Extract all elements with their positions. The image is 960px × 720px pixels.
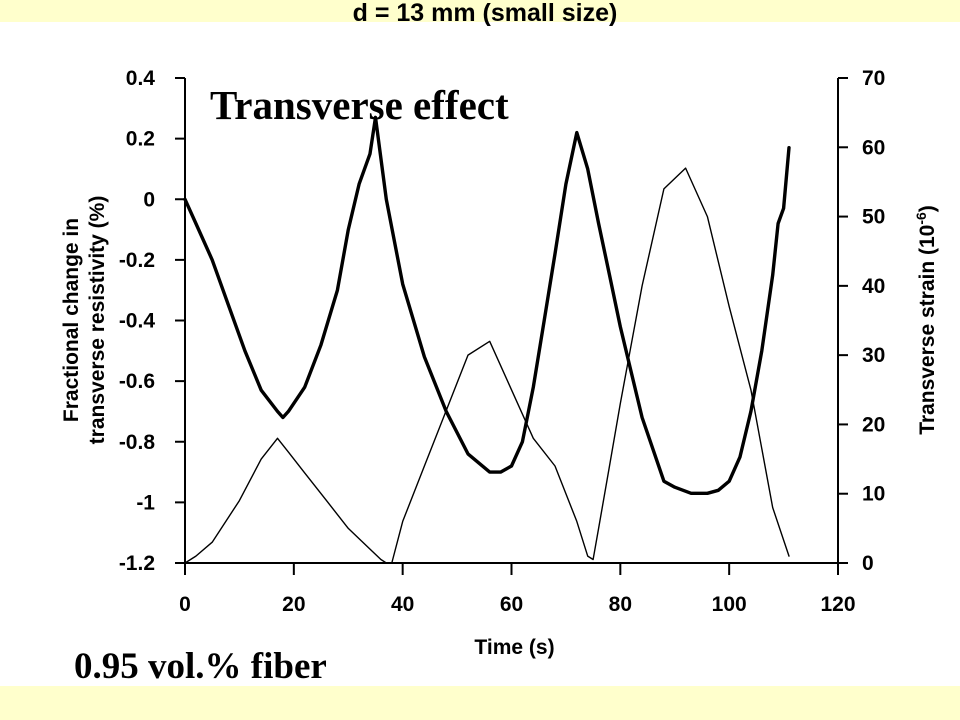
left-tick-label: 0.4 — [126, 67, 156, 90]
plot-panel — [0, 22, 960, 686]
left-axis-title-line2: transverse resistivity (%) — [86, 196, 109, 445]
x-tick-label: 120 — [820, 593, 855, 616]
right-tick-label: 50 — [862, 206, 885, 229]
left-tick-label: -0.2 — [119, 249, 155, 272]
x-tick-label: 80 — [609, 593, 632, 616]
right-tick-label: 70 — [862, 67, 885, 90]
right-tick-label: 10 — [862, 483, 885, 506]
fiber-content-note: 0.95 vol.% fiber — [74, 646, 327, 687]
left-tick-label: 0 — [143, 188, 155, 211]
right-tick-label: 0 — [862, 552, 874, 575]
x-tick-label: 20 — [282, 593, 305, 616]
right-tick-label: 40 — [862, 275, 885, 298]
left-tick-label: 0.2 — [126, 128, 155, 151]
x-tick-label: 0 — [179, 593, 191, 616]
x-tick-label: 60 — [500, 593, 523, 616]
left-tick-label: -0.8 — [119, 431, 156, 454]
right-axis-title: Transverse strain (10-6) — [913, 205, 939, 435]
left-tick-label: -1 — [136, 491, 155, 514]
strain-series-line — [184, 167, 790, 564]
right-tick-label: 20 — [862, 413, 885, 436]
left-axis-title: Fractional change in transverse resistivi… — [60, 196, 109, 445]
footer-band — [0, 686, 960, 720]
slide-heading: d = 13 mm (small size) — [352, 0, 618, 27]
x-tick-label: 40 — [391, 593, 414, 616]
right-tick-label: 30 — [862, 344, 885, 367]
x-axis-title: Time (s) — [474, 636, 554, 659]
heading-band — [0, 0, 960, 22]
left-tick-label: -1.2 — [119, 552, 155, 575]
x-tick-label: 100 — [712, 593, 747, 616]
left-tick-label: -0.4 — [119, 310, 156, 333]
right-axis-title-text: Transverse strain (10-6) — [913, 205, 939, 435]
right-tick-label: 60 — [862, 136, 885, 159]
resistivity-series-line — [183, 115, 791, 495]
left-axis-title-line1: Fractional change in — [60, 218, 83, 422]
left-tick-label: -0.6 — [119, 370, 155, 393]
panel-title: Transverse effect — [210, 82, 509, 128]
